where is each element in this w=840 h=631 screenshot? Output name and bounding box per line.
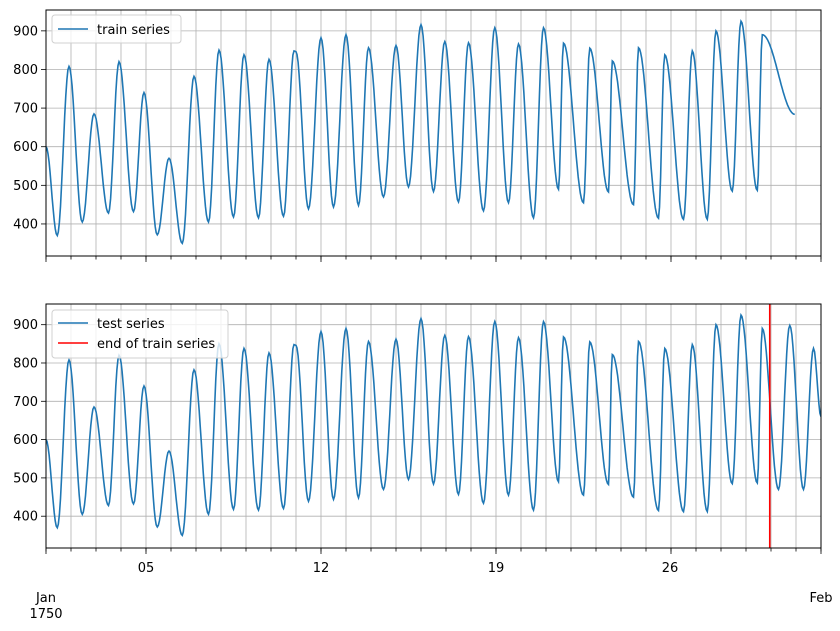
- legend-box: [51, 14, 182, 44]
- top-grid: [45, 10, 822, 256]
- x-tick-label-05: 05: [138, 561, 155, 576]
- y-tick-label: 900: [13, 318, 38, 333]
- bottom-axes-frame: [45, 303, 822, 549]
- y-tick-label: 400: [13, 510, 38, 525]
- x-tick-label-26: 26: [662, 561, 679, 576]
- legend-label-test: test series: [97, 317, 165, 332]
- x-tick-label-feb: Feb: [809, 591, 832, 606]
- train-series-line: [46, 18, 795, 245]
- test-series-line: [46, 312, 821, 538]
- legend-box: [51, 309, 229, 359]
- y-tick-label: 600: [13, 433, 38, 448]
- y-tick-label: 800: [13, 356, 38, 371]
- y-tick-label: 500: [13, 179, 38, 194]
- x-tick-label-12: 12: [313, 561, 330, 576]
- y-tick-label: 900: [13, 24, 38, 39]
- top-legend: train series: [51, 14, 182, 44]
- legend-label-end: end of train series: [97, 337, 215, 352]
- top-x-axis: [45, 256, 822, 262]
- bottom-y-axis: 400 500 600 700 800 900: [13, 318, 46, 525]
- y-tick-label: 600: [13, 140, 38, 155]
- bottom-x-axis: [45, 548, 822, 554]
- y-tick-label: 500: [13, 471, 38, 486]
- y-tick-label: 700: [13, 102, 38, 117]
- x-tick-label-year: 1750: [29, 607, 62, 622]
- y-tick-label: 700: [13, 395, 38, 410]
- y-tick-label: 800: [13, 63, 38, 78]
- top-y-axis: 400 500 600 700 800 900: [13, 24, 46, 232]
- y-tick-label: 400: [13, 217, 38, 232]
- x-tick-label-19: 19: [488, 561, 505, 576]
- x-tick-label-jan: Jan: [35, 591, 56, 606]
- legend-label-train: train series: [97, 23, 170, 38]
- top-plot-area: [46, 10, 821, 256]
- top-axes-frame: [45, 9, 822, 257]
- top-panel: 400 500 600 700 800 900 train series: [13, 9, 822, 262]
- bottom-legend: test series end of train series: [51, 309, 229, 359]
